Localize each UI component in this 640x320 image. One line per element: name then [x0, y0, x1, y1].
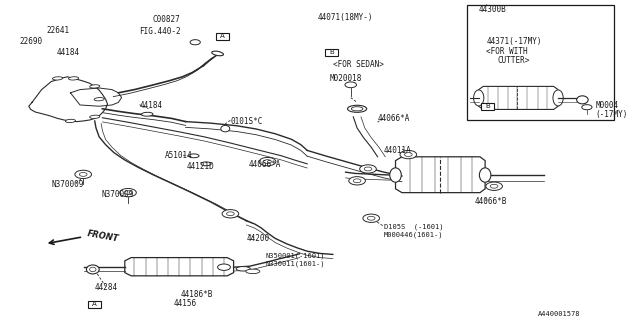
- Ellipse shape: [52, 77, 63, 80]
- Circle shape: [120, 188, 136, 197]
- Circle shape: [218, 264, 230, 270]
- Text: 44371(-17MY): 44371(-17MY): [486, 37, 542, 46]
- Text: 44066*A: 44066*A: [378, 114, 410, 123]
- Ellipse shape: [221, 125, 230, 132]
- Circle shape: [404, 153, 412, 156]
- Text: 44156: 44156: [174, 299, 197, 308]
- Circle shape: [75, 170, 92, 179]
- Ellipse shape: [90, 85, 100, 88]
- Bar: [481, 103, 494, 110]
- Ellipse shape: [479, 168, 491, 182]
- Circle shape: [582, 105, 592, 110]
- Text: (-17MY): (-17MY): [595, 110, 628, 119]
- Ellipse shape: [351, 107, 363, 111]
- Text: 44121D: 44121D: [186, 162, 214, 171]
- Text: A: A: [92, 301, 97, 307]
- Circle shape: [486, 182, 502, 190]
- Text: FRONT: FRONT: [86, 229, 120, 244]
- Ellipse shape: [212, 51, 223, 56]
- Text: 44300B: 44300B: [479, 5, 506, 14]
- Ellipse shape: [141, 112, 153, 116]
- Text: N370009: N370009: [51, 180, 84, 188]
- Text: M0004: M0004: [595, 101, 618, 110]
- Text: B: B: [329, 49, 334, 54]
- Polygon shape: [125, 258, 234, 276]
- Ellipse shape: [65, 119, 76, 123]
- Text: 44066*A: 44066*A: [248, 160, 281, 169]
- Ellipse shape: [68, 77, 79, 80]
- Circle shape: [222, 210, 239, 218]
- Circle shape: [345, 82, 356, 88]
- Circle shape: [190, 40, 200, 45]
- Circle shape: [264, 160, 271, 164]
- Text: CUTTER>: CUTTER>: [498, 56, 531, 65]
- Circle shape: [363, 214, 380, 222]
- Ellipse shape: [90, 115, 100, 118]
- Text: 22641: 22641: [46, 26, 69, 35]
- Text: 44200: 44200: [246, 234, 269, 243]
- Text: B: B: [485, 103, 490, 109]
- Ellipse shape: [348, 105, 367, 112]
- Text: A: A: [220, 33, 225, 38]
- Ellipse shape: [201, 162, 211, 166]
- Ellipse shape: [577, 96, 588, 104]
- Circle shape: [79, 172, 87, 176]
- Ellipse shape: [94, 98, 104, 101]
- Ellipse shape: [390, 168, 401, 182]
- Circle shape: [400, 150, 417, 159]
- Text: 44011A: 44011A: [384, 146, 412, 155]
- Circle shape: [364, 167, 372, 171]
- Text: 22690: 22690: [19, 37, 42, 46]
- Text: <FOR SEDAN>: <FOR SEDAN>: [333, 60, 383, 68]
- Bar: [325, 49, 338, 56]
- Ellipse shape: [553, 90, 563, 106]
- Circle shape: [124, 191, 132, 195]
- Text: 0101S*C: 0101S*C: [230, 117, 263, 126]
- Bar: [88, 301, 101, 308]
- Text: M000446(1601-): M000446(1601-): [384, 232, 444, 238]
- Text: 44284: 44284: [95, 283, 118, 292]
- Polygon shape: [479, 86, 558, 109]
- Text: <FOR WITH: <FOR WITH: [486, 47, 528, 56]
- Ellipse shape: [90, 267, 96, 272]
- Ellipse shape: [246, 269, 260, 274]
- Text: 44184: 44184: [140, 101, 163, 110]
- Bar: [467, 5, 614, 120]
- Polygon shape: [396, 157, 485, 193]
- Text: 44184: 44184: [56, 48, 79, 57]
- Circle shape: [259, 157, 276, 166]
- Text: N330011(1601-): N330011(1601-): [266, 261, 325, 267]
- Ellipse shape: [86, 265, 99, 274]
- Text: D105S  (-1601): D105S (-1601): [384, 223, 444, 230]
- Text: 44186*B: 44186*B: [181, 290, 214, 299]
- Bar: [216, 33, 229, 40]
- Text: A440001578: A440001578: [538, 311, 580, 317]
- Text: 44066*B: 44066*B: [475, 197, 508, 206]
- Text: 44071(18MY-): 44071(18MY-): [318, 13, 374, 22]
- Text: N350001(-1601): N350001(-1601): [266, 253, 325, 259]
- Circle shape: [367, 216, 375, 220]
- Circle shape: [490, 184, 498, 188]
- Text: N370009: N370009: [101, 190, 134, 199]
- Ellipse shape: [189, 154, 199, 158]
- Ellipse shape: [236, 267, 250, 271]
- Text: FIG.440-2: FIG.440-2: [140, 27, 181, 36]
- Circle shape: [353, 179, 361, 183]
- Circle shape: [349, 177, 365, 185]
- Text: A51014: A51014: [164, 151, 192, 160]
- Circle shape: [360, 165, 376, 173]
- Text: C00827: C00827: [152, 15, 180, 24]
- Circle shape: [227, 212, 234, 216]
- Ellipse shape: [474, 90, 484, 106]
- Text: M020018: M020018: [330, 74, 362, 83]
